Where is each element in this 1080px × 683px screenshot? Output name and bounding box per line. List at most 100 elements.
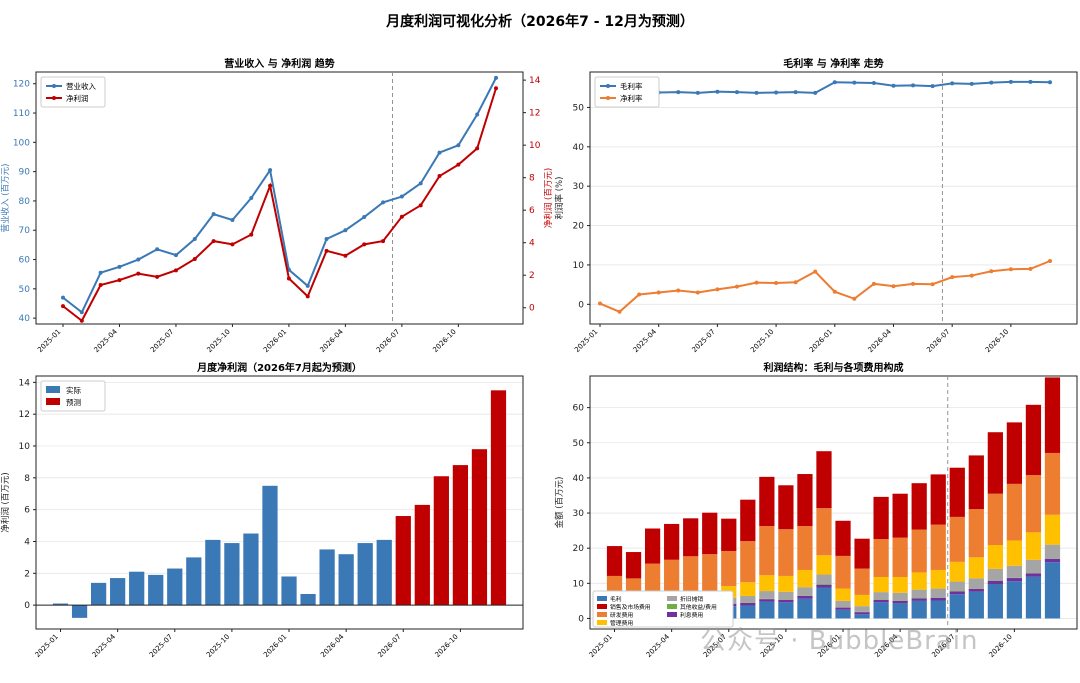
legend-swatch — [667, 612, 677, 617]
series-line — [62, 77, 497, 314]
stack-segment — [873, 592, 889, 600]
stack-segment — [740, 541, 756, 583]
data-point — [98, 270, 103, 275]
data-point — [381, 200, 386, 205]
y-tick-label: 20 — [573, 222, 585, 232]
y-tick-label: 30 — [573, 182, 585, 192]
stack-segment — [759, 526, 775, 576]
panel-title: 月度净利润（2026年7月起为预测） — [196, 361, 362, 374]
stack-segment — [759, 601, 775, 619]
data-point — [734, 90, 739, 95]
data-point — [911, 83, 916, 88]
profit-bar — [243, 533, 259, 606]
stack-segment — [892, 537, 908, 577]
stack-segment — [1025, 404, 1042, 476]
figure-title: 月度利润可视化分析（2026年7 - 12月为预测） — [385, 13, 694, 30]
stack-segment — [1025, 559, 1042, 574]
data-point — [173, 268, 178, 273]
data-point — [989, 269, 994, 274]
y-tick-label: 120 — [13, 80, 30, 90]
y-tick-label: 12 — [19, 410, 30, 420]
data-point — [343, 253, 348, 258]
legend-label: 其他收益/费用 — [680, 603, 717, 611]
stack-segment — [949, 561, 965, 582]
stack-segment — [930, 588, 946, 598]
data-point — [437, 174, 442, 179]
data-point — [950, 81, 955, 86]
data-point — [324, 237, 329, 242]
data-point — [456, 162, 461, 167]
stack-segment — [949, 594, 965, 619]
stack-segment — [1006, 565, 1023, 578]
stack-segment — [759, 599, 775, 602]
legend-swatch — [597, 596, 607, 601]
stack-segment — [816, 584, 832, 588]
y-axis-label: 营业收入 (百万元) — [0, 164, 11, 233]
stack-segment — [1006, 422, 1023, 484]
y-tick-label: 6 — [529, 206, 535, 216]
stack-segment — [1044, 377, 1061, 453]
x-tick-label: 2026-07 — [925, 328, 951, 354]
x-tick-label: 2025-04 — [632, 327, 659, 354]
series-line — [62, 87, 497, 323]
plot-frame — [35, 71, 524, 325]
x-tick-label: 2025-01 — [573, 328, 599, 354]
stack-segment — [911, 529, 927, 573]
stack-segment — [873, 602, 889, 619]
data-point — [754, 90, 759, 95]
legend-swatch — [46, 386, 60, 393]
data-point — [813, 269, 818, 274]
stack-segment — [968, 509, 984, 558]
y-tick-label: 0 — [529, 304, 535, 314]
stack-segment — [816, 555, 832, 575]
stack-segment — [835, 600, 851, 608]
data-point — [324, 248, 329, 253]
x-tick-label: 2026-04 — [867, 327, 894, 354]
y-tick-label: 2 — [24, 569, 30, 579]
profit-bar — [186, 557, 202, 606]
plot-frame — [589, 71, 1078, 325]
data-point — [230, 217, 235, 222]
stack-segment — [1025, 532, 1042, 560]
stack-segment — [968, 578, 984, 589]
y-tick-label: 50 — [573, 439, 585, 449]
stack-segment — [721, 518, 737, 551]
x-tick-label: 2025-07 — [690, 328, 716, 354]
y-tick-label: 14 — [529, 76, 541, 86]
data-point — [676, 288, 681, 293]
stack-segment — [1044, 562, 1061, 619]
legend-label: 实际 — [66, 385, 81, 395]
plot-frame — [589, 375, 1078, 630]
profit-bar — [262, 485, 278, 606]
stack-segment — [759, 476, 775, 527]
data-point — [399, 194, 404, 199]
legend-marker — [606, 96, 610, 100]
data-point — [418, 181, 423, 186]
data-point — [136, 257, 141, 262]
data-point — [852, 296, 857, 301]
data-point — [871, 281, 876, 286]
profit-bar — [90, 582, 107, 606]
data-point — [362, 215, 367, 220]
stack-segment — [778, 599, 794, 603]
data-point — [494, 75, 498, 80]
stack-segment — [987, 580, 1003, 585]
data-point — [1008, 267, 1013, 272]
data-point — [676, 90, 681, 95]
profit-bar — [433, 476, 449, 606]
data-point — [617, 309, 622, 314]
stack-segment — [873, 539, 889, 577]
data-point — [268, 168, 273, 173]
y-tick-label: 12 — [529, 109, 540, 119]
stack-segment — [835, 609, 851, 619]
stack-segment — [625, 552, 642, 579]
stack-segment — [816, 587, 832, 619]
y-tick-label: 14 — [19, 378, 31, 388]
data-point — [192, 256, 197, 261]
y-tick-label: 30 — [573, 509, 585, 519]
y-tick-label: 40 — [19, 314, 31, 324]
legend-marker — [52, 84, 56, 88]
y-axis-label-right: 净利润 (百万元) — [543, 168, 554, 228]
